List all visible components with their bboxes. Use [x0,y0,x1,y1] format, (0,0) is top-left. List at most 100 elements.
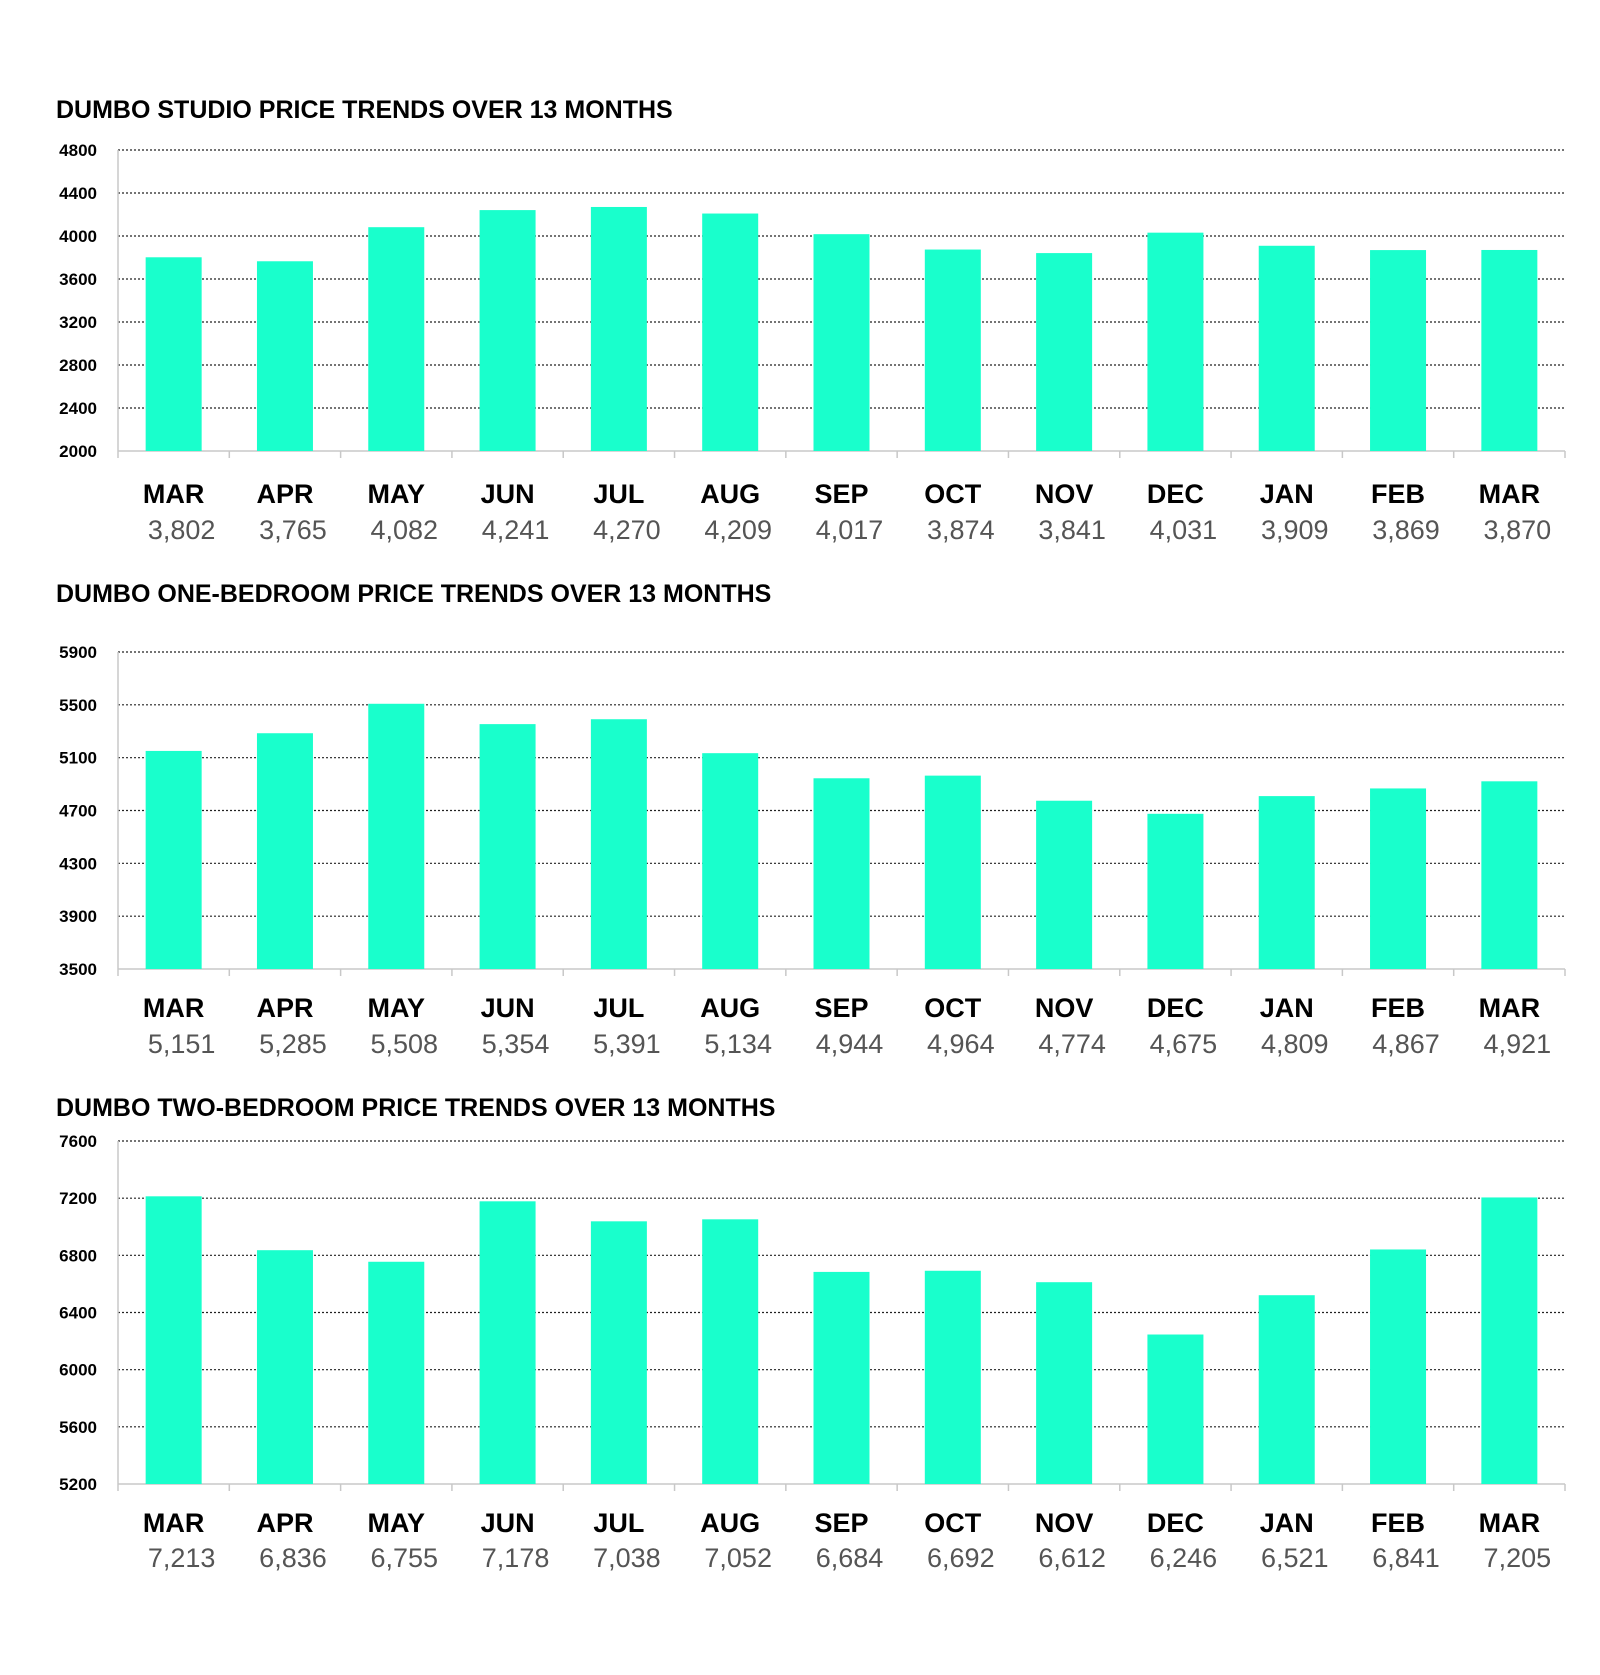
two-bedroom-category-label: JUN [481,1508,535,1538]
one-bedroom-value-label: 4,675 [1150,1029,1218,1059]
two-bedroom-y-tick-label: 6000 [59,1361,97,1380]
two-bedroom-bar [813,1271,870,1484]
two-bedroom-category-label: AUG [700,1508,760,1538]
studio-bar [1258,245,1315,451]
one-bedroom-value-label: 4,964 [927,1029,995,1059]
one-bedroom-bar [145,750,202,969]
two-bedroom-value-label: 6,692 [927,1543,995,1573]
two-bedroom-category-label: DEC [1147,1508,1204,1538]
studio-bar [813,234,870,451]
two-bedroom-value-label: 6,684 [816,1543,884,1573]
studio-category-label: JAN [1260,479,1314,509]
two-bedroom-bar [590,1221,647,1484]
studio-y-tick-label: 3600 [59,270,97,289]
two-bedroom-value-label: 7,178 [482,1543,550,1573]
two-bedroom-y-tick-label: 5600 [59,1418,97,1437]
one-bedroom-value-label: 4,774 [1038,1029,1106,1059]
two-bedroom-category-label: OCT [924,1508,982,1538]
studio-category-label: SEP [814,479,868,509]
one-bedroom-value-label: 5,151 [148,1029,216,1059]
studio-bar [590,206,647,451]
studio-category-label: JUL [593,479,644,509]
studio-y-tick-label: 2000 [59,442,97,461]
studio-category-label: MAR [1479,479,1541,509]
studio-bar [1036,253,1093,451]
two-bedroom-category-label: MAR [1479,1508,1541,1538]
one-bedroom-bar [1370,788,1427,969]
studio-value-label: 4,270 [593,515,661,545]
two-bedroom-y-tick-label: 7600 [59,1132,97,1151]
studio-category-label: DEC [1147,479,1204,509]
studio-value-label: 3,909 [1261,515,1329,545]
one-bedroom-chart-title: DUMBO ONE-BEDROOM PRICE TRENDS OVER 13 M… [56,580,771,608]
one-bedroom-category-label: MAR [143,993,205,1023]
one-bedroom-value-label: 5,508 [370,1029,438,1059]
studio-category-label: MAR [143,479,205,509]
two-bedroom-bar [1481,1197,1538,1484]
one-bedroom-value-label: 5,285 [259,1029,327,1059]
one-bedroom-bar [1147,813,1204,969]
two-bedroom-bar [1258,1295,1315,1484]
studio-y-tick-label: 2400 [59,399,97,418]
studio-value-label: 3,765 [259,515,327,545]
studio-category-label: AUG [700,479,760,509]
one-bedroom-bar [702,753,759,969]
studio-bar [924,249,981,451]
one-bedroom-category-label: MAR [1479,993,1541,1023]
one-bedroom-bar [256,733,313,969]
one-bedroom-y-tick-label: 5500 [59,696,97,715]
one-bedroom-category-label: JUL [593,993,644,1023]
one-bedroom-bar [590,719,647,969]
one-bedroom-bar [1258,796,1315,969]
one-bedroom-value-label: 4,809 [1261,1029,1329,1059]
one-bedroom-category-label: MAY [368,993,426,1023]
one-bedroom-y-tick-label: 5900 [59,643,97,662]
two-bedroom-bar [924,1270,981,1484]
one-bedroom-y-tick-label: 3900 [59,907,97,926]
studio-category-label: APR [256,479,313,509]
two-bedroom-bar [1036,1282,1093,1484]
two-bedroom-category-label: FEB [1371,1508,1425,1538]
two-bedroom-bar [368,1261,425,1484]
studio-bar [1147,232,1204,451]
studio-bar [1370,250,1427,451]
studio-value-label: 3,874 [927,515,995,545]
two-bedroom-y-tick-label: 6800 [59,1246,97,1265]
two-bedroom-bar [1147,1334,1204,1484]
studio-category-label: MAY [368,479,426,509]
two-bedroom-value-label: 7,213 [148,1543,216,1573]
two-bedroom-value-label: 6,521 [1261,1543,1329,1573]
one-bedroom-y-tick-label: 4700 [59,802,97,821]
two-bedroom-category-label: SEP [814,1508,868,1538]
studio-value-label: 4,031 [1150,515,1218,545]
studio-category-label: NOV [1035,479,1094,509]
one-bedroom-bar [368,703,425,969]
studio-chart-title: DUMBO STUDIO PRICE TRENDS OVER 13 MONTHS [56,96,673,124]
studio-value-label: 4,082 [370,515,438,545]
two-bedroom-value-label: 6,612 [1038,1543,1106,1573]
one-bedroom-category-label: AUG [700,993,760,1023]
studio-y-tick-label: 4000 [59,227,97,246]
studio-value-label: 4,241 [482,515,550,545]
two-bedroom-bar [1370,1249,1427,1484]
studio-category-label: FEB [1371,479,1425,509]
one-bedroom-bar [1036,800,1093,969]
one-bedroom-category-label: JAN [1260,993,1314,1023]
two-bedroom-value-label: 6,755 [370,1543,438,1573]
one-bedroom-bar [479,724,536,969]
two-bedroom-value-label: 6,836 [259,1543,327,1573]
two-bedroom-value-label: 6,841 [1372,1543,1440,1573]
studio-y-tick-label: 3200 [59,313,97,332]
two-bedroom-category-label: APR [256,1508,313,1538]
studio-bar [1481,249,1538,451]
one-bedroom-y-tick-label: 5100 [59,749,97,768]
two-bedroom-bar [479,1201,536,1484]
studio-bar [145,257,202,451]
one-bedroom-value-label: 4,944 [816,1029,884,1059]
one-bedroom-bar [1481,781,1538,969]
studio-y-tick-label: 4400 [59,184,97,203]
one-bedroom-y-tick-label: 4300 [59,854,97,873]
studio-bar [479,210,536,451]
one-bedroom-category-label: NOV [1035,993,1094,1023]
studio-value-label: 3,870 [1484,515,1552,545]
